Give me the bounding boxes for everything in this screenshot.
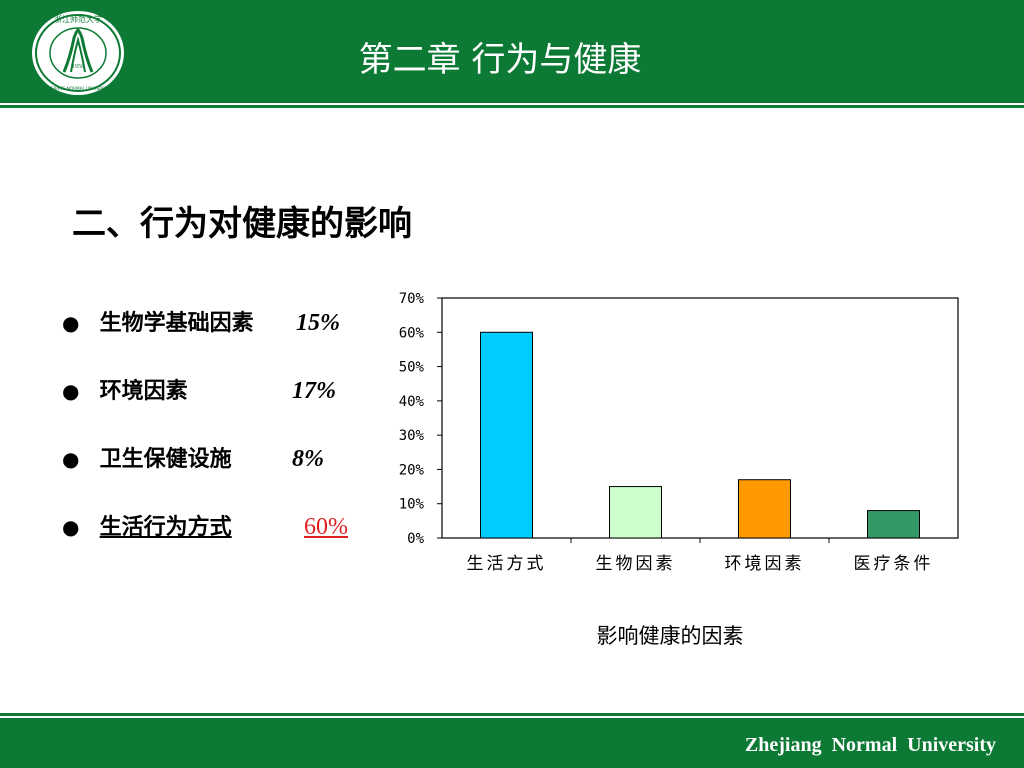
factor-label: 生活行为方式 [99, 515, 232, 540]
footer-bar [0, 718, 1024, 768]
y-tick-label: 70% [399, 291, 425, 307]
bar-3 [738, 479, 791, 539]
logo-year: 1956 [72, 64, 84, 70]
factor-percent: 17% [292, 378, 336, 404]
factor-percent: 8% [292, 446, 324, 472]
factor-label: 卫生保健设施 [99, 447, 232, 472]
x-tick-label: 医疗条件 [854, 554, 934, 574]
y-tick-label: 0% [407, 531, 424, 547]
bar-2 [609, 486, 662, 539]
y-tick-label: 50% [399, 360, 425, 376]
y-tick-label: 20% [399, 462, 425, 478]
slide-title: 第二章 行为与健康 [358, 40, 642, 80]
bar-chart: 0% 10% 20% 30% 40% 50% 60% 70% 生活方式 生物因素 环境因素 医疗条件 [399, 291, 959, 574]
header-bar [0, 0, 1024, 103]
x-tick-label: 生活方式 [467, 554, 547, 574]
x-tick-label: 生物因素 [596, 554, 676, 574]
bar-1 [480, 331, 533, 539]
header-divider [0, 105, 1024, 108]
footer-divider [0, 713, 1024, 716]
factor-label: 生物学基础因素 [99, 311, 254, 336]
bullet-icon: ● [62, 311, 80, 335]
x-axis-title: 影响健康的因素 [596, 624, 744, 648]
bullet-icon: ● [62, 379, 80, 403]
bullet-icon: ● [62, 447, 80, 471]
factor-label: 环境因素 [99, 379, 188, 404]
y-tick-label: 60% [399, 325, 425, 341]
bar-4 [867, 510, 920, 539]
y-tick-label: 40% [399, 394, 425, 410]
bullet-icon: ● [62, 515, 80, 539]
logo-en: ZHEJIANG NORMAL UNIVERSITY [45, 86, 111, 91]
section-heading: 二、行为对健康的影响 [72, 204, 412, 244]
factor-percent: 60% [304, 514, 348, 540]
x-tick-label: 环境因素 [725, 554, 805, 574]
factor-environment: ● 环境因素 17% [62, 374, 336, 408]
factor-biology: ● 生物学基础因素 15% [62, 306, 340, 340]
footer-text: Zhejiang Normal University [744, 734, 996, 756]
factor-percent: 15% [296, 310, 340, 336]
factor-lifestyle: ● 生活行为方式 60% [62, 510, 348, 544]
y-tick-label: 10% [399, 497, 425, 513]
logo-text: 浙江师范大学 [54, 14, 102, 24]
university-logo: 1956 浙江师范大学 ZHEJIANG NORMAL UNIVERSITY [32, 11, 124, 95]
y-tick-label: 30% [399, 428, 425, 444]
factor-healthcare: ● 卫生保健设施 8% [62, 442, 324, 476]
